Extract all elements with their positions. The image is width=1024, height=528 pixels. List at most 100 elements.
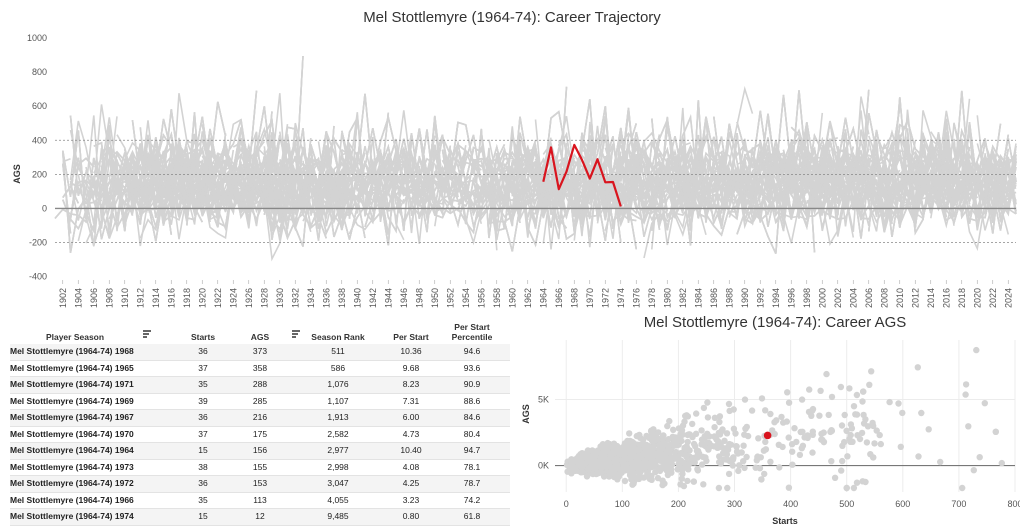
table-row[interactable]: Mel Stottlemyre (1964-74) 1967 36 216 1,913… bbox=[10, 410, 510, 427]
career-point bbox=[640, 450, 648, 457]
y-tick-label: 0 bbox=[42, 203, 47, 213]
career-line bbox=[566, 116, 676, 223]
table-row[interactable]: Mel Stottlemyre (1964-74) 1969 39 285 1,107… bbox=[10, 394, 510, 410]
cell-player-season: Mel Stottlemyre (1964-74) 1971 bbox=[10, 379, 134, 389]
col-header-season-rank[interactable]: Season Rank bbox=[311, 332, 365, 342]
career-point bbox=[846, 385, 853, 392]
career-line bbox=[62, 163, 72, 234]
highlight-line[interactable] bbox=[542, 143, 622, 207]
x-tick-label: 2020 bbox=[972, 288, 982, 308]
cell-per-start-percentile: 61.8 bbox=[463, 511, 481, 521]
career-line bbox=[658, 136, 746, 231]
career-line bbox=[379, 150, 413, 234]
y-axis-ticks: 1000 800 600 400 200 0 -200 -400 bbox=[27, 33, 47, 282]
cell-starts: 37 bbox=[198, 428, 208, 439]
x-tick-label: 1982 bbox=[678, 288, 688, 308]
trajectory-chart-title: Mel Stottlemyre (1964-74): Career Trajec… bbox=[363, 9, 661, 26]
career-point bbox=[758, 476, 765, 483]
career-point bbox=[793, 438, 800, 446]
career-point bbox=[659, 481, 666, 489]
career-point bbox=[850, 403, 858, 410]
x-tick-label: 1944 bbox=[383, 288, 393, 308]
career-point bbox=[660, 432, 667, 439]
x-tick-label: 1976 bbox=[631, 288, 641, 308]
sort-icon[interactable] bbox=[292, 330, 300, 338]
career-point bbox=[992, 428, 999, 435]
scatter-chart[interactable]: 0 100 200 300 400 500 600 700 800 0K 5K Starts AG… bbox=[515, 334, 1020, 528]
x-tick-label: 500 bbox=[839, 499, 854, 509]
career-line bbox=[418, 157, 529, 224]
col-header-player-season[interactable]: Player Season bbox=[45, 332, 105, 342]
career-line bbox=[131, 155, 204, 223]
y-axis-title: AGS bbox=[521, 404, 531, 424]
cell-player-season: Mel Stottlemyre (1964-74) 1970 bbox=[10, 428, 134, 439]
cell-starts: 35 bbox=[198, 494, 208, 505]
cell-starts: 38 bbox=[198, 461, 208, 472]
career-point bbox=[659, 477, 666, 484]
x-tick-label: 0 bbox=[564, 499, 569, 509]
x-tick-label: 2006 bbox=[864, 288, 874, 308]
career-point bbox=[589, 447, 596, 454]
table-row[interactable]: Mel Stottlemyre (1964-74) 1966 35 113 4,055… bbox=[10, 493, 510, 509]
cell-starts: 15 bbox=[198, 511, 208, 521]
col-header-ags[interactable]: AGS bbox=[250, 332, 270, 342]
career-point bbox=[684, 438, 691, 446]
other-careers-points bbox=[563, 346, 1005, 492]
col-header-starts[interactable]: Starts bbox=[190, 332, 216, 342]
highlight-point-marker[interactable] bbox=[763, 431, 772, 440]
col-header-per-start-percentile[interactable]: Per Start Percentile bbox=[451, 322, 493, 342]
cell-season-rank: 3,047 bbox=[327, 478, 349, 488]
career-point bbox=[698, 461, 706, 468]
career-point bbox=[686, 431, 694, 438]
career-point bbox=[616, 448, 624, 455]
x-tick-label: 1992 bbox=[755, 288, 765, 308]
table-row[interactable]: Mel Stottlemyre (1964-74) 1968 36 373 511 10… bbox=[10, 344, 510, 361]
x-tick-label: 1994 bbox=[771, 288, 781, 308]
table-row[interactable]: Mel Stottlemyre (1964-74) 1974 15 12 9,485 0… bbox=[10, 509, 510, 526]
career-point bbox=[578, 459, 585, 466]
career-point bbox=[823, 370, 830, 378]
table-row[interactable]: Mel Stottlemyre (1964-74) 1964 15 156 2,977… bbox=[10, 443, 510, 460]
career-line bbox=[379, 121, 482, 198]
career-point bbox=[611, 459, 618, 466]
career-point bbox=[626, 430, 633, 437]
career-point bbox=[841, 411, 848, 419]
cell-per-start-percentile: 78.7 bbox=[463, 478, 481, 488]
career-point bbox=[698, 427, 705, 434]
cell-per-start-percentile: 74.2 bbox=[463, 494, 481, 505]
table-row[interactable]: Mel Stottlemyre (1964-74) 1970 37 175 2,582… bbox=[10, 427, 510, 443]
col-header-per-start[interactable]: Per Start bbox=[393, 332, 429, 342]
x-tick-label: 1916 bbox=[166, 288, 176, 308]
career-point bbox=[798, 445, 805, 452]
table-row[interactable]: Mel Stottlemyre (1964-74) 1971 35 288 1,076… bbox=[10, 377, 510, 394]
career-point bbox=[665, 442, 672, 450]
cell-per-start: 10.40 bbox=[400, 445, 422, 455]
cell-per-start-percentile: 94.6 bbox=[463, 346, 481, 356]
scatter-chart-title: Mel Stottlemyre (1964-74): Career AGS bbox=[643, 314, 907, 331]
y-tick-label: 0K bbox=[538, 461, 549, 471]
career-point bbox=[828, 393, 836, 401]
career-point bbox=[666, 447, 673, 455]
table-row[interactable]: Mel Stottlemyre (1964-74) 1965 37 358 586 9.… bbox=[10, 361, 510, 377]
table-row[interactable]: Mel Stottlemyre (1964-74) 1973 38 155 2,998… bbox=[10, 460, 510, 476]
x-tick-label: 1906 bbox=[89, 288, 99, 308]
career-line bbox=[240, 132, 296, 223]
career-point bbox=[678, 475, 685, 482]
cell-player-season: Mel Stottlemyre (1964-74) 1972 bbox=[10, 478, 134, 488]
cell-ags: 358 bbox=[252, 362, 268, 373]
x-tick-label: 400 bbox=[783, 499, 798, 509]
career-line bbox=[201, 134, 312, 209]
career-line bbox=[271, 207, 281, 237]
career-line bbox=[348, 205, 366, 235]
career-point bbox=[665, 436, 672, 443]
career-point bbox=[685, 461, 692, 468]
career-point bbox=[761, 470, 768, 478]
career-line bbox=[729, 159, 754, 177]
career-point bbox=[886, 398, 893, 406]
career-point bbox=[694, 467, 702, 474]
sort-icon[interactable] bbox=[143, 330, 151, 338]
cell-starts: 15 bbox=[198, 445, 208, 455]
career-line bbox=[116, 149, 227, 219]
table-row[interactable]: Mel Stottlemyre (1964-74) 1972 36 153 3,047… bbox=[10, 476, 510, 493]
